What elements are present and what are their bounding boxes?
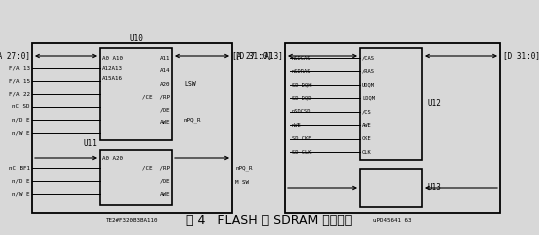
Text: [D 31:0]: [D 31:0] [503, 51, 539, 60]
Text: F/A 13: F/A 13 [9, 66, 30, 70]
Text: A11: A11 [160, 55, 170, 60]
Bar [100, 48, 172, 140]
Text: /CAS: /CAS [362, 55, 375, 60]
Text: /CE  /RP: /CE /RP [142, 94, 170, 99]
Text: AWE: AWE [362, 123, 372, 128]
Text: U13: U13 [427, 184, 441, 192]
Text: A0 A10: A0 A10 [102, 55, 123, 60]
Text: n/W E: n/W E [12, 130, 30, 136]
Text: nWE: nWE [292, 123, 302, 128]
Bar [285, 43, 500, 213]
Bar [100, 150, 172, 205]
Text: U10: U10 [129, 34, 143, 43]
Text: CLK: CLK [362, 149, 372, 154]
Text: A15A16: A15A16 [102, 75, 123, 81]
Text: nC SD: nC SD [12, 105, 30, 110]
Text: CKE: CKE [362, 136, 372, 141]
Text: SD DQD: SD DQD [292, 96, 312, 101]
Text: UDQM: UDQM [362, 82, 375, 87]
Bar [360, 48, 422, 160]
Text: nSDCSD: nSDCSD [292, 109, 312, 114]
Text: AWE: AWE [160, 192, 170, 196]
Text: [A 27 :A13]: [A 27 :A13] [232, 51, 283, 60]
Text: [A 27:0]: [A 27:0] [0, 51, 30, 60]
Text: nSDRAS: nSDRAS [292, 69, 312, 74]
Text: U11: U11 [83, 139, 97, 148]
Text: LSW: LSW [184, 81, 196, 87]
Text: nPQ_R: nPQ_R [235, 165, 252, 171]
Text: TE2#F320B3BA110: TE2#F320B3BA110 [106, 218, 158, 223]
Text: uPD45641 63: uPD45641 63 [373, 218, 412, 223]
Text: nC BF1: nC BF1 [9, 165, 30, 171]
Text: A20: A20 [160, 82, 170, 86]
Text: /OE: /OE [160, 107, 170, 113]
Text: A14: A14 [160, 68, 170, 74]
Text: n/D E: n/D E [12, 118, 30, 122]
Text: /CE  /RP: /CE /RP [142, 165, 170, 171]
Text: /OE: /OE [160, 179, 170, 184]
Text: LDQM: LDQM [362, 96, 375, 101]
Text: 图 4   FLASH 和 SDRAM 扩展电路: 图 4 FLASH 和 SDRAM 扩展电路 [186, 214, 353, 227]
Text: SD CKE: SD CKE [292, 136, 312, 141]
Text: /RAS: /RAS [362, 69, 375, 74]
Bar [360, 169, 422, 207]
Bar [32, 43, 232, 213]
Text: A12A13: A12A13 [102, 66, 123, 70]
Text: nPQ_R: nPQ_R [184, 117, 202, 123]
Text: n/D E: n/D E [12, 179, 30, 184]
Text: M SW: M SW [235, 180, 249, 185]
Text: U12: U12 [427, 99, 441, 109]
Text: SD DQH: SD DQH [292, 82, 312, 87]
Text: /CS: /CS [362, 109, 372, 114]
Text: A0 A20: A0 A20 [102, 156, 123, 161]
Text: SD CLK: SD CLK [292, 149, 312, 154]
Text: [D 31:0]: [D 31:0] [235, 51, 272, 60]
Text: n/W E: n/W E [12, 192, 30, 196]
Text: nSDCAS: nSDCAS [292, 55, 312, 60]
Text: AWE: AWE [160, 121, 170, 125]
Text: F/A 22: F/A 22 [9, 91, 30, 97]
Text: F/A 15: F/A 15 [9, 78, 30, 83]
